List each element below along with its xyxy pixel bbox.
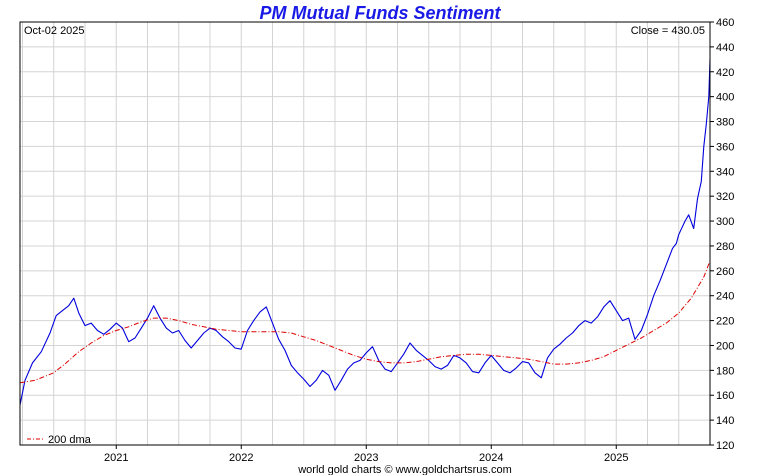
y-tick-label: 160	[716, 390, 734, 402]
x-tick-label: 2024	[479, 452, 503, 464]
dma-200-series-line	[19, 260, 711, 384]
legend-dma-label: 200 dma	[48, 434, 92, 446]
close-label: Close = 430.05	[631, 25, 705, 37]
y-tick-label: 320	[716, 191, 734, 203]
y-tick-label: 260	[716, 266, 734, 278]
date-label: Oct-02 2025	[24, 25, 85, 37]
x-tick-label: 2022	[229, 452, 253, 464]
y-tick-label: 140	[716, 415, 734, 427]
plot-frame	[19, 21, 711, 446]
y-tick-label: 440	[716, 42, 734, 54]
x-tick-label: 2021	[104, 452, 128, 464]
axis-layer: 120 140 160 180 200 220 240 260 280 300 320 340 360 3…	[104, 17, 734, 464]
y-tick-label: 220	[716, 316, 734, 328]
y-tick-label: 420	[716, 67, 734, 79]
y-tick-label: 120	[716, 440, 734, 452]
y-tick-label: 300	[716, 216, 734, 228]
y-tick-label: 280	[716, 241, 734, 253]
y-tick-label: 400	[716, 92, 734, 104]
y-tick-label: 360	[716, 141, 734, 153]
series-layer	[19, 59, 711, 406]
y-tick-label: 180	[716, 365, 734, 377]
y-tick-label: 340	[716, 166, 734, 178]
x-tick-label: 2023	[354, 452, 378, 464]
footer-credit: world gold charts © www.goldchartsrus.co…	[297, 464, 512, 475]
x-tick-label: 2025	[604, 452, 628, 464]
y-tick-label: 200	[716, 340, 734, 352]
legend: 200 dma	[27, 434, 92, 446]
y-tick-label: 240	[716, 291, 734, 303]
y-tick-label: 460	[716, 17, 734, 29]
chart-title: PM Mutual Funds Sentiment	[260, 3, 502, 23]
sentiment-series-line	[19, 59, 711, 406]
y-tick-label: 380	[716, 117, 734, 129]
grid-lines	[20, 22, 710, 445]
